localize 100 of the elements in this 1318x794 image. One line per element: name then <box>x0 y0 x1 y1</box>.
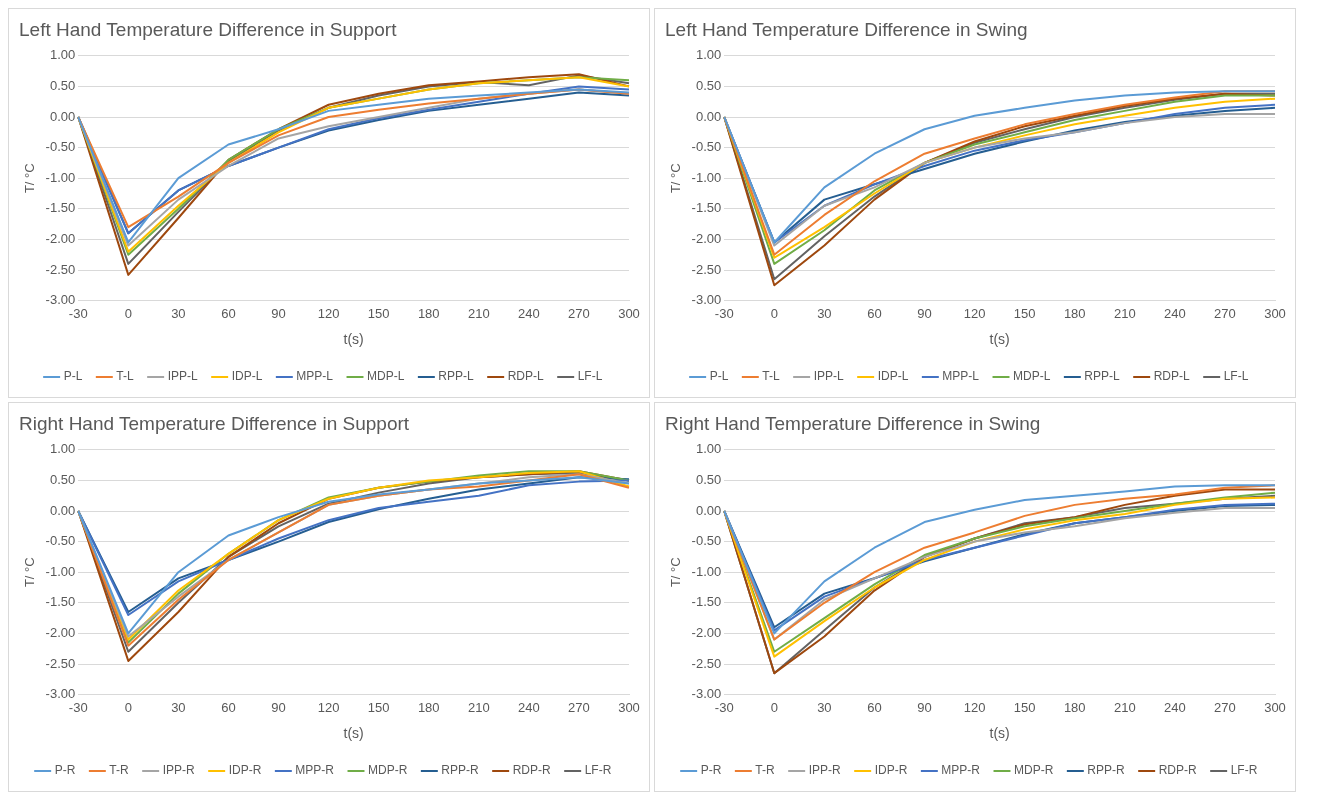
legend-label: IPP-R <box>808 763 841 778</box>
legend-label: P-L <box>709 369 729 384</box>
y-tick-label: 0.00 <box>49 108 76 124</box>
y-tick-label: -3.00 <box>45 686 76 702</box>
y-tick-label: 0.00 <box>695 108 722 124</box>
y-tick-label: -3.00 <box>691 292 722 308</box>
y-tick-label: -1.00 <box>45 169 76 185</box>
y-axis-title: T/ °C <box>668 163 684 194</box>
x-tick-label: 240 <box>518 305 540 321</box>
y-tick-label: -2.50 <box>691 261 722 277</box>
x-tick-label: 270 <box>568 699 590 715</box>
x-tick-label: 90 <box>917 305 932 321</box>
y-tick-label: -2.00 <box>45 230 76 246</box>
y-tick-label: -1.50 <box>45 594 76 610</box>
y-tick-label: 1.00 <box>49 441 76 457</box>
x-tick-label: 90 <box>271 305 286 321</box>
legend-label: IPP-R <box>162 763 195 778</box>
x-tick-label: 210 <box>1113 305 1136 321</box>
x-tick-label: 0 <box>770 305 778 321</box>
x-axis-title: t(s) <box>989 725 1010 742</box>
y-tick-label: -3.00 <box>691 686 722 702</box>
legend-label: RDP-R <box>512 763 551 778</box>
y-tick-label: -1.00 <box>691 563 722 579</box>
y-tick-label: -2.50 <box>45 261 76 277</box>
chart-title: Left Hand Temperature Difference in Support <box>19 18 398 40</box>
legend-label: IPP-L <box>813 369 844 384</box>
x-tick-label: 30 <box>171 699 186 715</box>
x-axis-title: t(s) <box>343 725 364 742</box>
y-tick-label: -0.50 <box>691 533 722 549</box>
x-tick-label: 210 <box>1113 699 1136 715</box>
x-tick-label: 180 <box>417 305 440 321</box>
y-tick-label: -1.00 <box>45 563 76 579</box>
legend-label: RPP-L <box>438 369 475 384</box>
y-tick-label: -2.50 <box>691 655 722 671</box>
x-tick-label: 120 <box>963 699 986 715</box>
legend-label: T-R <box>755 763 775 778</box>
y-axis-title: T/ °C <box>22 557 38 588</box>
legend-label: RDP-L <box>507 369 545 384</box>
legend-label: P-R <box>54 763 76 778</box>
y-tick-label: -2.00 <box>691 624 722 640</box>
x-tick-label: 180 <box>1063 699 1086 715</box>
x-tick-label: 0 <box>124 305 132 321</box>
legend-label: RDP-R <box>1158 763 1197 778</box>
x-tick-label: 270 <box>1214 305 1236 321</box>
y-tick-label: 0.50 <box>695 471 722 487</box>
legend-label: RPP-R <box>441 763 479 778</box>
legend-label: RPP-R <box>1087 763 1125 778</box>
x-tick-label: 210 <box>467 699 490 715</box>
y-tick-label: 1.00 <box>49 47 76 63</box>
legend-label: T-L <box>762 369 780 384</box>
y-tick-label: -3.00 <box>45 292 76 308</box>
legend-label: P-L <box>63 369 83 384</box>
y-tick-label: -0.50 <box>45 139 76 155</box>
x-tick-label: 300 <box>1264 305 1286 321</box>
legend-label: T-L <box>116 369 134 384</box>
x-tick-label: 300 <box>1264 699 1286 715</box>
x-tick-label: 150 <box>367 305 390 321</box>
y-tick-label: 0.50 <box>49 471 76 487</box>
x-tick-label: 0 <box>770 699 778 715</box>
x-tick-label: 180 <box>1063 305 1086 321</box>
x-tick-label: -30 <box>68 699 88 715</box>
chart-title: Left Hand Temperature Difference in Swing <box>665 18 1028 40</box>
legend-label: MDP-R <box>1014 763 1054 778</box>
chart-title: Right Hand Temperature Difference in Swing <box>665 412 1041 434</box>
x-tick-label: 180 <box>417 699 440 715</box>
legend-label: RDP-L <box>1153 369 1191 384</box>
x-axis-title: t(s) <box>989 331 1010 348</box>
legend-label: LF-R <box>1230 763 1258 778</box>
x-tick-label: 150 <box>1013 699 1036 715</box>
x-tick-label: 120 <box>317 699 340 715</box>
legend-label: MPP-L <box>296 369 334 384</box>
x-tick-label: 90 <box>917 699 932 715</box>
y-tick-label: -1.50 <box>45 200 76 216</box>
x-tick-label: 0 <box>124 699 132 715</box>
x-tick-label: 60 <box>221 699 236 715</box>
x-tick-label: -30 <box>68 305 88 321</box>
x-tick-label: 300 <box>618 305 640 321</box>
y-tick-label: 0.00 <box>695 502 722 518</box>
y-tick-label: -2.00 <box>45 624 76 640</box>
legend-label: IPP-L <box>167 369 198 384</box>
x-tick-label: 270 <box>1214 699 1236 715</box>
x-tick-label: 60 <box>867 305 882 321</box>
x-tick-label: 240 <box>518 699 540 715</box>
x-tick-label: 120 <box>317 305 340 321</box>
x-tick-label: 270 <box>568 305 590 321</box>
y-tick-label: 0.50 <box>49 77 76 93</box>
x-tick-label: 120 <box>963 305 986 321</box>
x-tick-label: 150 <box>367 699 390 715</box>
x-tick-label: 300 <box>618 699 640 715</box>
x-tick-label: 60 <box>867 699 882 715</box>
legend-label: MDP-L <box>1013 369 1051 384</box>
x-tick-label: 150 <box>1013 305 1036 321</box>
legend-label: MDP-L <box>367 369 405 384</box>
legend-label: LF-L <box>1223 369 1249 384</box>
y-tick-label: 0.50 <box>695 77 722 93</box>
y-tick-label: -2.50 <box>45 655 76 671</box>
legend-label: IDP-R <box>874 763 908 778</box>
y-tick-label: -2.00 <box>691 230 722 246</box>
legend-label: LF-R <box>584 763 612 778</box>
x-tick-label: 210 <box>467 305 490 321</box>
